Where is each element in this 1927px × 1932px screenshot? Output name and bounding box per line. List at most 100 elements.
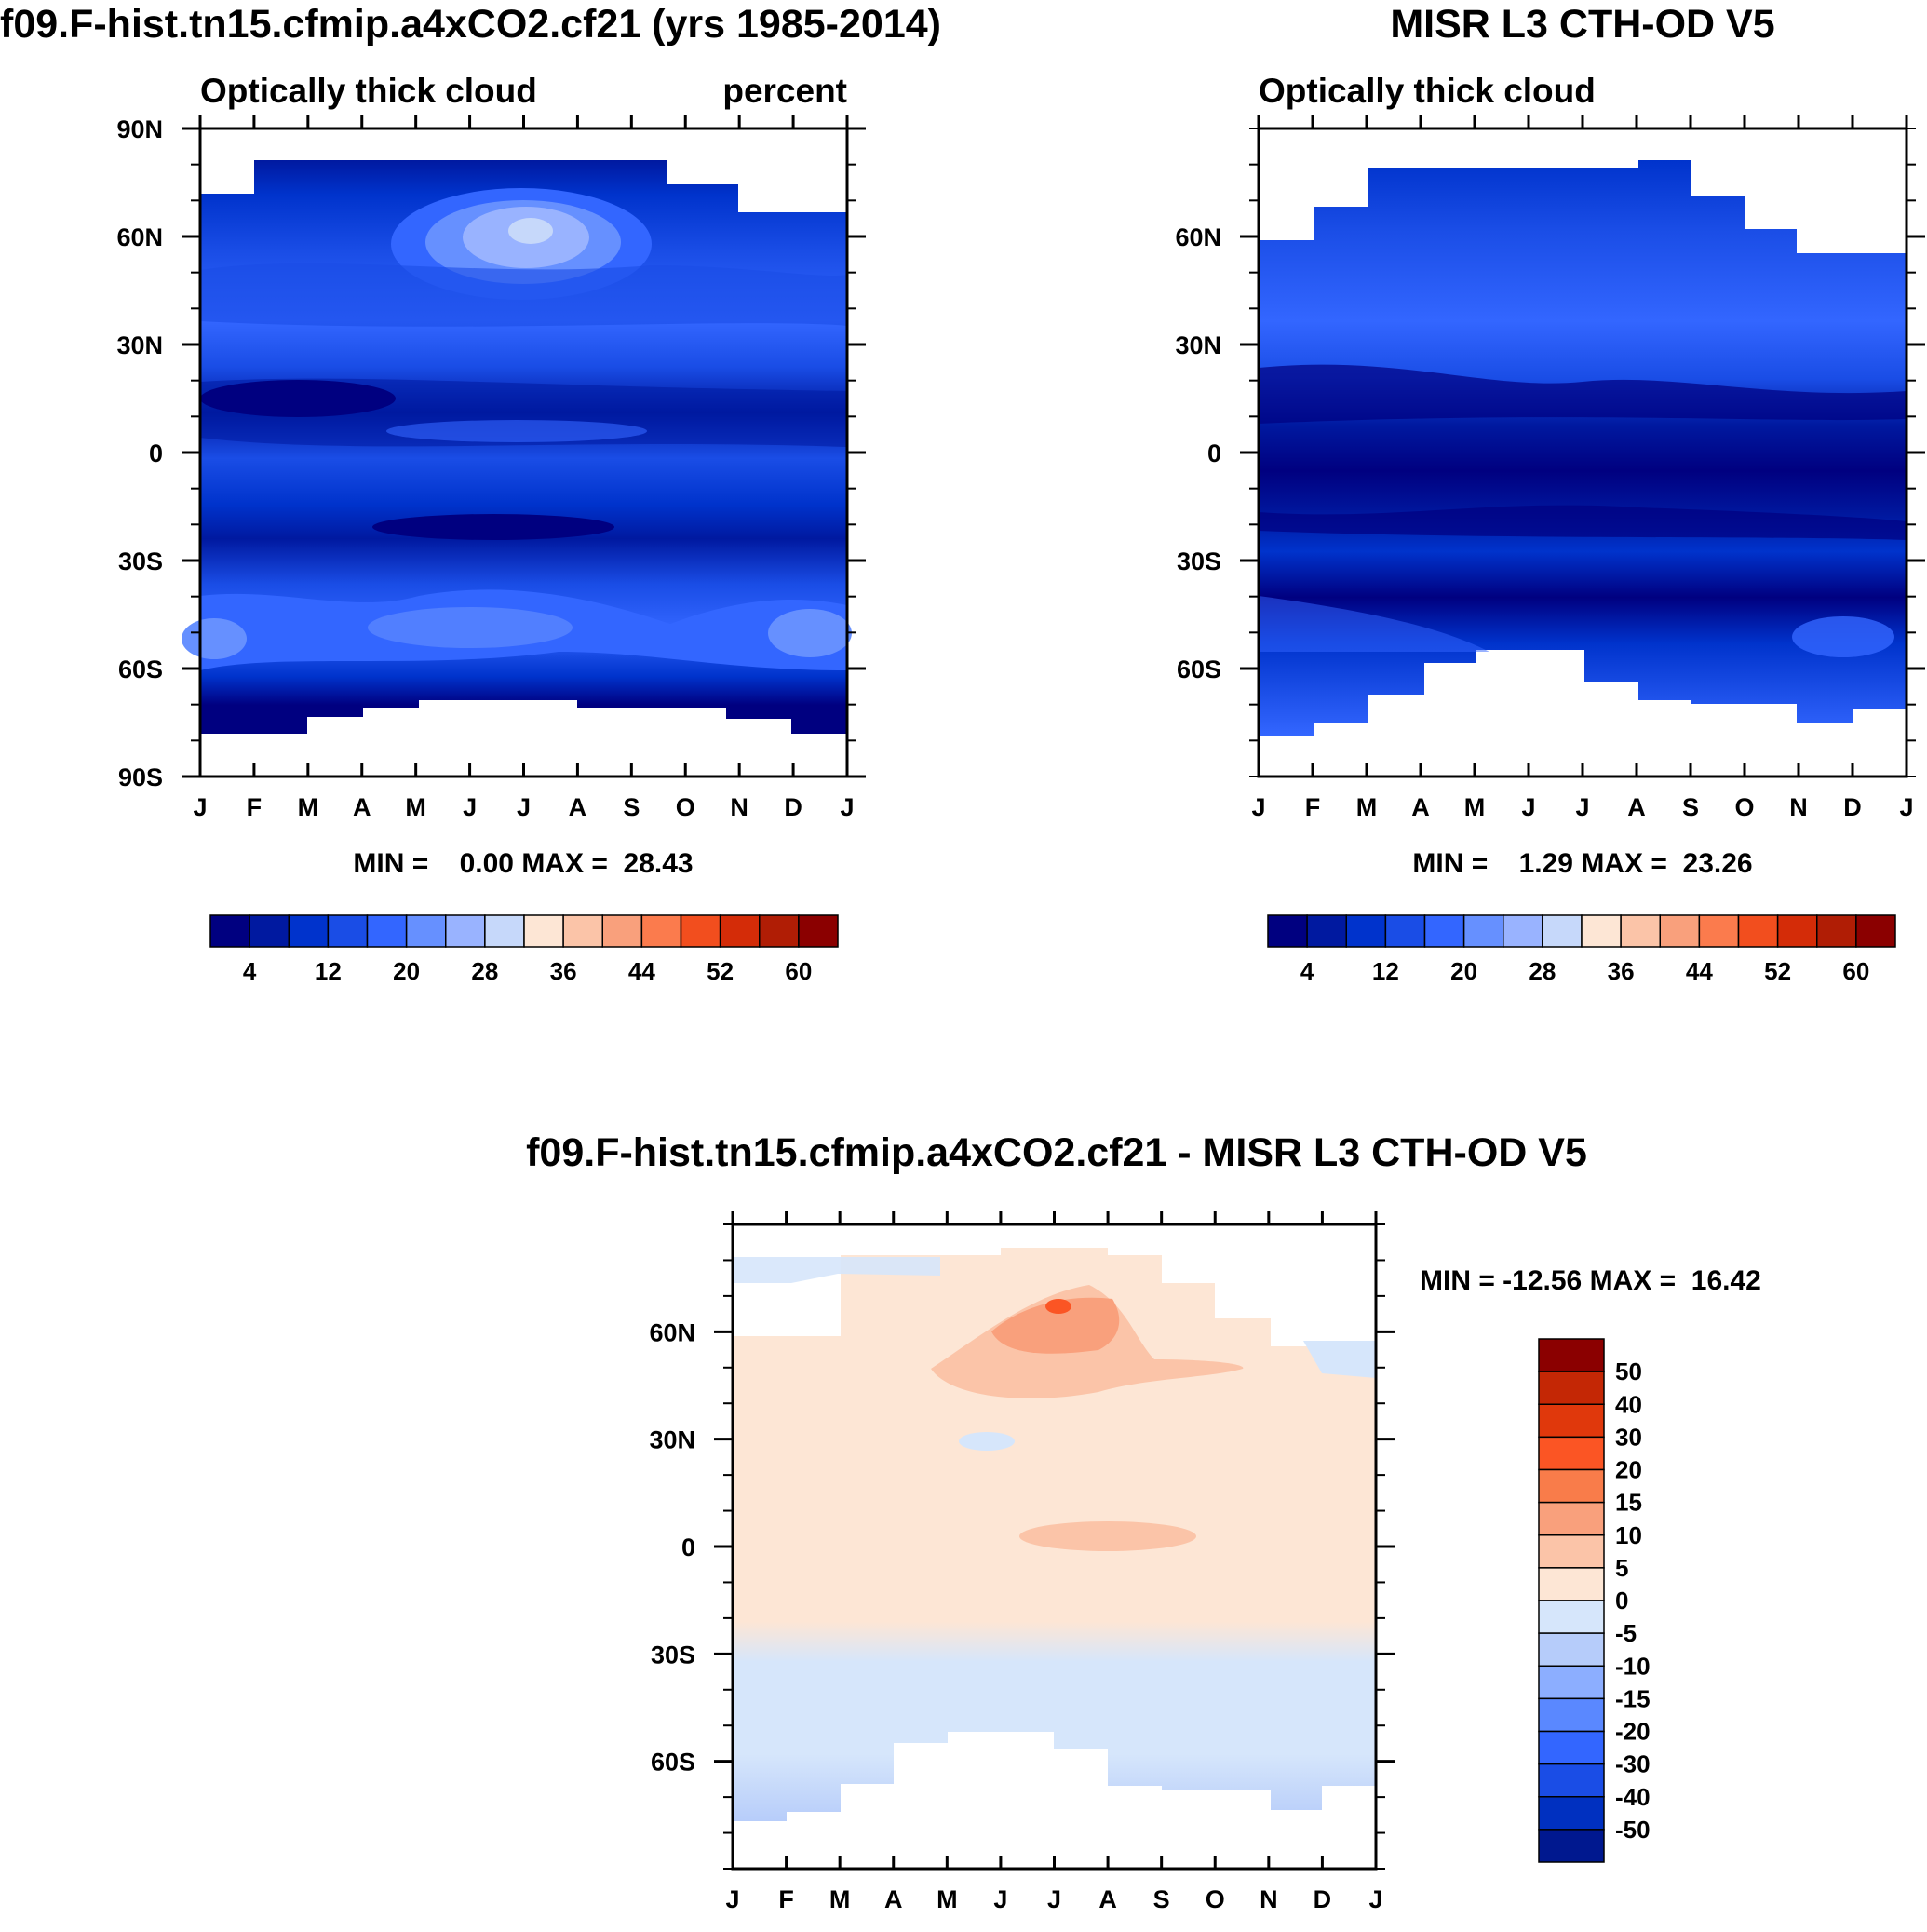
- x-tick-label: F: [247, 793, 263, 821]
- colorbar-label: 20: [393, 957, 420, 985]
- colorbar-swatch: [1538, 1730, 1605, 1765]
- x-tick-label: S: [623, 793, 640, 821]
- panel-diff: f09.F-hist.tn15.cfmip.a4xCO2.cf21 - MISR…: [526, 1130, 1761, 1913]
- colorbar-swatch: [1538, 1371, 1605, 1405]
- colorbar-swatch: [1776, 914, 1818, 948]
- colorbar-swatch: [719, 914, 761, 948]
- colorbar-label: 52: [1764, 957, 1791, 985]
- y-tick-label: 0: [1207, 439, 1221, 467]
- y-tick-label: 30S: [1177, 547, 1221, 575]
- x-tick-label: A: [569, 793, 587, 821]
- x-tick-label: D: [784, 793, 802, 821]
- colorbar-label: 44: [1686, 957, 1713, 985]
- panel-obs-minmax: MIN = 1.29 MAX = 23.26: [1412, 848, 1752, 879]
- x-tick-label: M: [1464, 793, 1486, 821]
- field-blob: [1259, 364, 1907, 424]
- y-tick-label: 60N: [1175, 223, 1221, 251]
- x-tick-label: J: [1521, 793, 1535, 821]
- colorbar-label: 60: [1842, 957, 1869, 985]
- colorbar-swatch: [1423, 914, 1465, 948]
- field-blob: [991, 1297, 1120, 1354]
- colorbar-label: 4: [1300, 957, 1314, 985]
- x-tick-label: M: [405, 793, 426, 821]
- colorbar-label: -30: [1615, 1750, 1651, 1778]
- colorbar-label: -20: [1615, 1718, 1651, 1746]
- colorbar-label: 12: [1372, 957, 1399, 985]
- x-tick-label: J: [840, 793, 854, 821]
- x-tick-label: O: [676, 793, 695, 821]
- colorbar-swatch: [1698, 914, 1740, 948]
- colorbar-label: 0: [1615, 1587, 1628, 1615]
- colorbar-label: -15: [1615, 1684, 1651, 1712]
- colorbar-label: 15: [1615, 1489, 1642, 1517]
- x-tick-label: O: [1734, 793, 1754, 821]
- field-blob: [959, 1432, 1015, 1451]
- field-blob: [386, 420, 647, 442]
- colorbar-swatch: [601, 914, 643, 948]
- x-tick-label: M: [1356, 793, 1378, 821]
- colorbar-swatch: [1306, 914, 1347, 948]
- colorbar-swatch: [1384, 914, 1426, 948]
- colorbar-swatch: [1538, 1632, 1605, 1667]
- x-tick-label: O: [1206, 1885, 1225, 1913]
- colorbar-swatch: [445, 914, 486, 948]
- colorbar-label: 36: [550, 957, 577, 985]
- colorbar-swatch: [1659, 914, 1701, 948]
- colorbar-label: -40: [1615, 1783, 1651, 1811]
- colorbar-swatch: [562, 914, 603, 948]
- colorbar-swatch: [1538, 1436, 1605, 1471]
- field-blob: [200, 380, 396, 417]
- field-blob: [200, 263, 847, 327]
- colorbar-swatch: [1538, 1697, 1605, 1733]
- colorbar-label: 10: [1615, 1521, 1642, 1549]
- x-tick-label: N: [1260, 1885, 1278, 1913]
- colorbar-label: 52: [707, 957, 734, 985]
- x-tick-label: A: [1411, 793, 1430, 821]
- colorbar-label: 12: [315, 957, 342, 985]
- colorbar-swatch: [1855, 914, 1896, 948]
- panel-diff-field: [733, 1248, 1376, 1823]
- panel-model-colorbar: 4 12 20 28 36 44 52 60: [209, 914, 839, 985]
- x-tick-label: F: [778, 1885, 794, 1913]
- x-tick-label: A: [1627, 793, 1646, 821]
- x-tick-label: J: [1251, 793, 1265, 821]
- colorbar-swatch: [288, 914, 330, 948]
- panel-obs-field: [1259, 160, 1907, 736]
- panel-model-title: f09.F-hist.tn15.cfmip.a4xCO2.cf21 (yrs 1…: [0, 2, 941, 47]
- colorbar-label: 28: [1529, 957, 1556, 985]
- colorbar-swatch: [1267, 914, 1308, 948]
- colorbar-swatch: [1538, 1665, 1605, 1700]
- field-blob: [372, 514, 614, 540]
- y-tick-label: 90S: [118, 763, 163, 791]
- panel-model-units: percent: [722, 72, 847, 110]
- x-tick-label: A: [353, 793, 371, 821]
- colorbar-swatch: [405, 914, 447, 948]
- x-tick-label: J: [725, 1885, 739, 1913]
- colorbar-label: 60: [785, 957, 812, 985]
- field-blob: [1045, 1299, 1071, 1314]
- panel-diff-minmax: MIN = -12.56 MAX = 16.42: [1420, 1265, 1761, 1296]
- colorbar-label: 20: [1450, 957, 1477, 985]
- y-tick-label: 30N: [116, 331, 163, 359]
- colorbar-swatch: [1538, 1600, 1605, 1634]
- field-blob: [508, 218, 553, 244]
- colorbar-label: 5: [1615, 1554, 1628, 1582]
- panel-obs-ticks: J F M A M J J A S O N D J 60N 30N 0 30S 60S: [1175, 115, 1925, 821]
- panel-model-minmax: MIN = 0.00 MAX = 28.43: [353, 848, 693, 879]
- panel-diff-title: f09.F-hist.tn15.cfmip.a4xCO2.cf21 - MISR…: [526, 1130, 1587, 1175]
- panel-obs: MISR L3 CTH-OD V5 Optically thick cloud …: [1175, 2, 1925, 985]
- colorbar-swatch: [1620, 914, 1661, 948]
- colorbar-swatch: [680, 914, 721, 948]
- colorbar-label: 36: [1608, 957, 1635, 985]
- colorbar-swatch: [209, 914, 250, 948]
- colorbar-swatch: [1538, 1534, 1605, 1569]
- field-blob: [768, 609, 852, 657]
- x-tick-label: S: [1682, 793, 1699, 821]
- colorbar-label: 30: [1615, 1423, 1642, 1451]
- colorbar-swatch: [1737, 914, 1779, 948]
- colorbar-label: 40: [1615, 1390, 1642, 1418]
- colorbar-label: -10: [1615, 1652, 1651, 1680]
- panel-model: f09.F-hist.tn15.cfmip.a4xCO2.cf21 (yrs 1…: [0, 2, 941, 985]
- panel-obs-title: MISR L3 CTH-OD V5: [1390, 2, 1774, 47]
